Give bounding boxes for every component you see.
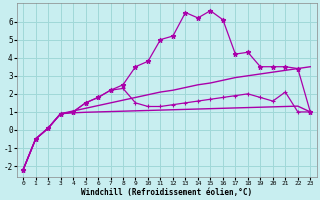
X-axis label: Windchill (Refroidissement éolien,°C): Windchill (Refroidissement éolien,°C) (81, 188, 252, 197)
